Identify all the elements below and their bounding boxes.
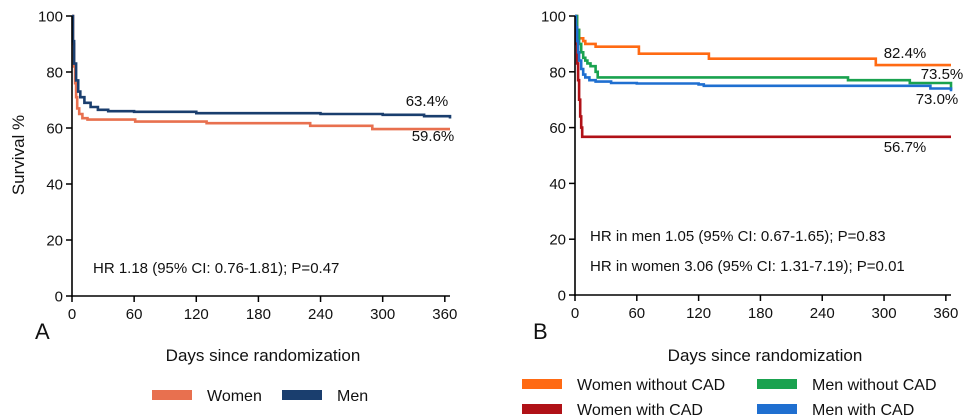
panel-a-hr-annotation: HR 1.18 (95% CI: 0.76-1.81); P=0.47 xyxy=(93,260,339,277)
panel-a-axes xyxy=(71,16,450,297)
panel-a-y-tick-label-20: 20 xyxy=(46,233,63,250)
panel-b-series-1-end-label: 56.7% xyxy=(884,139,927,156)
panel-b-series-3-end-label: 73.0% xyxy=(916,91,959,108)
panel-a-legend: Women Men xyxy=(152,388,368,405)
panel-b-series-3-line xyxy=(574,14,953,92)
panel-a-x-axis-label: Days since randomization xyxy=(166,346,361,365)
panel-b-y-tick-label-20: 20 xyxy=(549,232,566,249)
panel-a-series-0-end-label: 59.6% xyxy=(412,128,455,145)
panel-b-x-tick-label-240: 240 xyxy=(810,305,835,322)
panel-a-x-tick-label-360: 360 xyxy=(432,306,457,323)
panel-a-legend-label-1: Men xyxy=(337,388,368,405)
panel-b-legend-swatch-1 xyxy=(522,404,562,414)
panel-a-x-tick-label-120: 120 xyxy=(184,306,209,323)
panel-b-legend-label-1: Women with CAD xyxy=(577,402,703,419)
panel-b-y-tick-label-80: 80 xyxy=(549,64,566,81)
panel-b-legend-swatch-3 xyxy=(757,404,797,414)
panel-a-x-tick-label-60: 60 xyxy=(126,306,143,323)
panel-b-series-2-end-label: 73.5% xyxy=(921,66,964,83)
panel-b-hr-women-annotation: HR in women 3.06 (95% CI: 1.31-7.19); P=… xyxy=(590,258,905,275)
panel-a-y-tick-label-60: 60 xyxy=(46,121,63,138)
panel-b-x-tick-label-60: 60 xyxy=(628,305,645,322)
panel-b-x-tick-label-360: 360 xyxy=(933,305,958,322)
panel-a-series-1-line xyxy=(71,14,452,119)
panel-a-x-tick-label-300: 300 xyxy=(370,306,395,323)
panel-a-x-tick-label-180: 180 xyxy=(246,306,271,323)
panel-b-series-1-line xyxy=(574,14,951,139)
panel-a-y-axis-label: Survival % xyxy=(9,115,28,195)
panel-b-x-tick-label-180: 180 xyxy=(748,305,773,322)
panel-a-legend-swatch-1 xyxy=(282,390,322,400)
panel-b-y-tick-label-60: 60 xyxy=(549,120,566,137)
panel-a-y-tick-label-80: 80 xyxy=(46,65,63,82)
panel-b-x-tick-label-0: 0 xyxy=(571,305,579,322)
panel-a-legend-swatch-0 xyxy=(152,390,192,400)
panel-b: 0 20 40 60 80 100 0 60 120 180 240 300 360 82.4% 56.7… xyxy=(522,9,964,419)
panel-b-legend-label-0: Women without CAD xyxy=(577,377,725,394)
panel-b-x-axis-label: Days since randomization xyxy=(668,346,863,365)
panel-a-x-tick-label-240: 240 xyxy=(308,306,333,323)
panel-a: 0 20 40 60 80 100 0 60 120 180 240 300 360 59.6% 63.4… xyxy=(9,9,457,406)
panel-a-y-tick-label-40: 40 xyxy=(46,177,63,194)
panel-a-y-tick-label-0: 0 xyxy=(55,289,63,306)
panel-b-ticks: 0 20 40 60 80 100 0 60 120 180 240 300 360 xyxy=(541,9,958,323)
panel-b-hr-men-annotation: HR in men 1.05 (95% CI: 0.67-1.65); P=0.… xyxy=(590,228,886,245)
panel-b-curves xyxy=(574,14,953,139)
panel-b-legend-label-3: Men with CAD xyxy=(812,402,914,419)
panel-b-x-tick-label-300: 300 xyxy=(872,305,897,322)
panel-a-end-labels: 59.6% 63.4% xyxy=(406,93,455,145)
panel-b-series-0-end-label: 82.4% xyxy=(884,45,927,62)
panel-a-curves xyxy=(71,14,452,131)
panel-b-letter: B xyxy=(533,319,548,344)
panel-b-legend-swatch-0 xyxy=(522,379,562,389)
panel-a-legend-label-0: Women xyxy=(207,388,262,405)
panel-b-y-tick-label-0: 0 xyxy=(558,288,566,305)
panel-b-y-tick-label-100: 100 xyxy=(541,9,566,26)
panel-a-series-1-end-label: 63.4% xyxy=(406,93,449,110)
panel-b-legend: Women without CAD Women with CAD Men witho… xyxy=(522,377,937,419)
panel-b-series-2-line xyxy=(575,14,953,90)
panel-b-end-labels: 82.4% 56.7% 73.5% 73.0% xyxy=(884,45,964,156)
panel-a-y-tick-label-100: 100 xyxy=(38,9,63,26)
panel-b-legend-swatch-2 xyxy=(757,379,797,389)
panel-b-legend-label-2: Men without CAD xyxy=(812,377,937,394)
panel-a-ticks: 0 20 40 60 80 100 0 60 120 180 240 300 360 xyxy=(38,9,457,324)
panel-a-x-tick-label-0: 0 xyxy=(68,306,76,323)
panel-a-letter: A xyxy=(35,319,50,344)
panel-b-x-tick-label-120: 120 xyxy=(686,305,711,322)
panel-b-y-tick-label-40: 40 xyxy=(549,176,566,193)
